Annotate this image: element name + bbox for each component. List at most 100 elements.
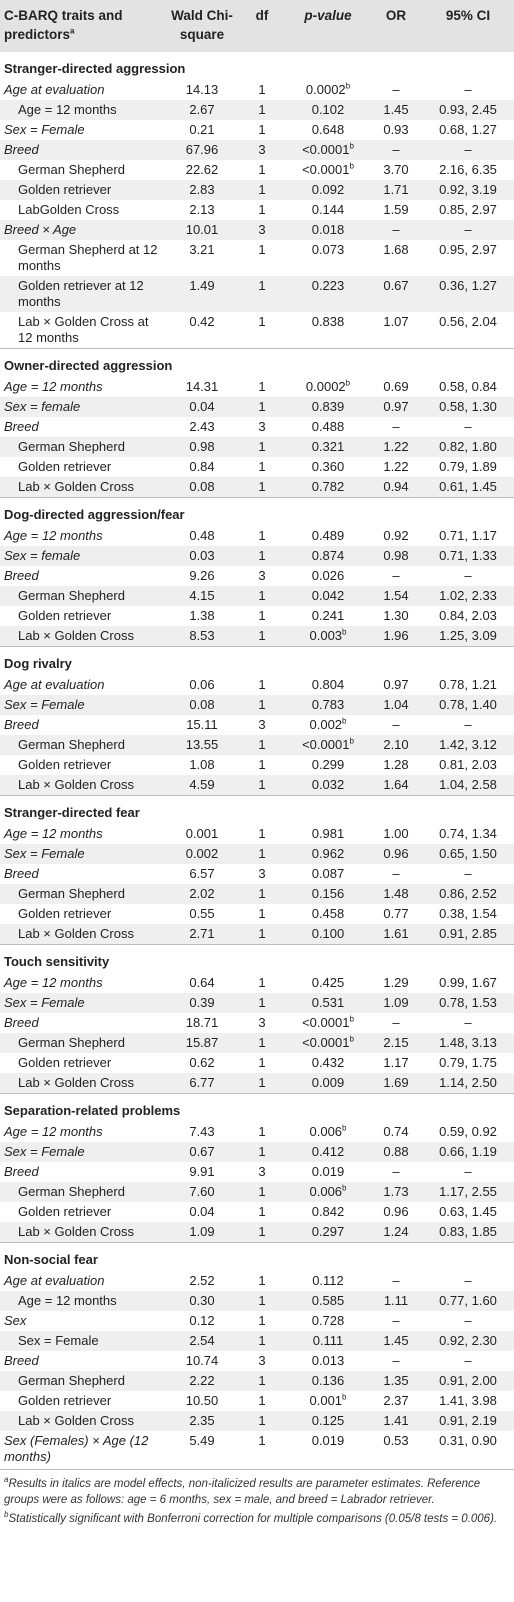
trait-heading-row: Touch sensitivity bbox=[0, 944, 514, 973]
predictor-label: Sex = Female bbox=[18, 1333, 99, 1348]
df-cell: 3 bbox=[258, 866, 266, 881]
df-cell: 1 bbox=[258, 1433, 266, 1448]
table-row: Lab × Golden Cross 4.59 1 0.032 1.64 1.04, 2.… bbox=[0, 775, 514, 796]
table-row: Breed 15.11 3 0.002b – – bbox=[0, 715, 514, 735]
significance-marker: b bbox=[349, 1014, 354, 1024]
p-value-cell: 0.136 bbox=[286, 1371, 370, 1391]
trait-heading: Owner-directed aggression bbox=[0, 348, 514, 377]
table-row: Golden retriever 1.08 1 0.299 1.28 0.81, 2.03 bbox=[0, 755, 514, 775]
odds-ratio-cell: 0.67 bbox=[383, 278, 409, 293]
ci-cell: 0.58, 1.30 bbox=[439, 399, 497, 414]
predictor-label: German Shepherd bbox=[18, 439, 125, 454]
df-cell: 1 bbox=[258, 757, 266, 772]
ci-cell: 1.14, 2.50 bbox=[439, 1075, 497, 1090]
ci-cell: 0.79, 1.75 bbox=[439, 1055, 497, 1070]
wald-chi-square-cell: 0.30 bbox=[189, 1293, 215, 1308]
predictor-label: German Shepherd bbox=[18, 1035, 125, 1050]
table-row: Golden retriever 2.83 1 0.092 1.71 0.92, 3.19 bbox=[0, 180, 514, 200]
header-p-value: p-value bbox=[304, 8, 352, 23]
df-cell: 1 bbox=[258, 846, 266, 861]
table-row: Breed 18.71 3 <0.0001b – – bbox=[0, 1013, 514, 1033]
p-value-cell: 0.804 bbox=[286, 675, 370, 695]
odds-ratio-cell: – bbox=[392, 82, 400, 97]
table-row: Lab × Golden Cross 1.09 1 0.297 1.24 0.83, 1.… bbox=[0, 1222, 514, 1243]
table-row: German Shepherd 4.15 1 0.042 1.54 1.02, 2.33 bbox=[0, 586, 514, 606]
significance-marker: b bbox=[349, 1034, 354, 1044]
wald-chi-square-cell: 2.43 bbox=[189, 419, 215, 434]
df-cell: 3 bbox=[258, 419, 266, 434]
ci-cell: – bbox=[464, 717, 472, 732]
ci-cell: 0.74, 1.34 bbox=[439, 826, 497, 841]
wald-chi-square-cell: 2.71 bbox=[189, 926, 215, 941]
predictor-label: Age = 12 months bbox=[18, 102, 117, 117]
df-cell: 1 bbox=[258, 588, 266, 603]
p-value-text: 0.009 bbox=[311, 1075, 345, 1090]
p-value-cell: 0.728 bbox=[286, 1311, 370, 1331]
trait-heading-row: Dog rivalry bbox=[0, 646, 514, 675]
table-row: Sex = female 0.04 1 0.839 0.97 0.58, 1.30 bbox=[0, 397, 514, 417]
odds-ratio-cell: – bbox=[392, 1015, 400, 1030]
table-row: Golden retriever 0.55 1 0.458 0.77 0.38, 1.54 bbox=[0, 904, 514, 924]
odds-ratio-cell: 1.54 bbox=[383, 588, 409, 603]
table-row: German Shepherd 22.62 1 <0.0001b 3.70 2.16, 6… bbox=[0, 160, 514, 180]
odds-ratio-cell: 0.53 bbox=[383, 1433, 409, 1448]
p-value-text: 0.002 bbox=[309, 717, 343, 732]
footnote-text: Statistically significant with Bonferron… bbox=[8, 1513, 498, 1525]
ci-cell: 1.17, 2.55 bbox=[439, 1184, 497, 1199]
ci-cell: 0.63, 1.45 bbox=[439, 1204, 497, 1219]
p-value-text: 0.223 bbox=[311, 278, 345, 293]
table-row: Sex = Female 0.39 1 0.531 1.09 0.78, 1.53 bbox=[0, 993, 514, 1013]
wald-chi-square-cell: 2.67 bbox=[189, 102, 215, 117]
predictor-label: Lab × Golden Cross bbox=[18, 1075, 134, 1090]
p-value-cell: 0.425 bbox=[286, 973, 370, 993]
p-value-text: 0.136 bbox=[311, 1373, 345, 1388]
p-value-text: 0.412 bbox=[311, 1144, 345, 1159]
p-value-text: 0.962 bbox=[311, 846, 345, 861]
predictor-label: Breed bbox=[4, 866, 39, 881]
ci-cell: – bbox=[464, 1313, 472, 1328]
odds-ratio-cell: 1.41 bbox=[383, 1413, 409, 1428]
table-row: Breed 2.43 3 0.488 – – bbox=[0, 417, 514, 437]
predictor-label: Age at evaluation bbox=[4, 82, 105, 97]
p-value-text: 0.299 bbox=[311, 757, 345, 772]
predictor-label: German Shepherd bbox=[18, 886, 125, 901]
predictor-label: Breed bbox=[4, 1353, 39, 1368]
predictor-label: Age = 12 months bbox=[4, 1124, 103, 1139]
p-value-cell: 0.002b bbox=[286, 715, 370, 735]
header-or: OR bbox=[385, 8, 407, 23]
df-cell: 3 bbox=[258, 1353, 266, 1368]
wald-chi-square-cell: 18.71 bbox=[185, 1015, 219, 1030]
predictor-label: Golden retriever bbox=[18, 757, 112, 772]
wald-chi-square-cell: 2.22 bbox=[189, 1373, 215, 1388]
df-cell: 1 bbox=[258, 1313, 266, 1328]
p-value-text: 0.531 bbox=[311, 995, 345, 1010]
odds-ratio-cell: 1.30 bbox=[383, 608, 409, 623]
p-value-text: <0.0001 bbox=[302, 162, 350, 177]
df-cell: 1 bbox=[258, 528, 266, 543]
predictor-label: Age = 12 months bbox=[18, 1293, 117, 1308]
ci-cell: 0.92, 2.30 bbox=[439, 1333, 497, 1348]
ci-cell: 0.79, 1.89 bbox=[439, 459, 497, 474]
df-cell: 1 bbox=[258, 162, 266, 177]
df-cell: 1 bbox=[258, 777, 266, 792]
table-row: German Shepherd 2.22 1 0.136 1.35 0.91, 2.00 bbox=[0, 1371, 514, 1391]
table-row: Age = 12 months 0.30 1 0.585 1.11 0.77, 1.60 bbox=[0, 1291, 514, 1311]
odds-ratio-cell: 1.35 bbox=[383, 1373, 409, 1388]
ci-cell: 0.71, 1.17 bbox=[439, 528, 497, 543]
p-value-cell: 0.223 bbox=[286, 276, 370, 312]
trait-heading: Dog rivalry bbox=[0, 646, 514, 675]
table-row: Lab × Golden Cross 2.71 1 0.100 1.61 0.91, 2.… bbox=[0, 924, 514, 945]
odds-ratio-cell: 0.92 bbox=[383, 528, 409, 543]
header-95-ci: 95% CI bbox=[445, 8, 491, 23]
table-row: Lab × Golden Cross 2.35 1 0.125 1.41 0.91, 2.… bbox=[0, 1411, 514, 1431]
df-cell: 1 bbox=[258, 1333, 266, 1348]
odds-ratio-cell: 1.71 bbox=[383, 182, 409, 197]
table-row: Breed 6.57 3 0.087 – – bbox=[0, 864, 514, 884]
ci-cell: 0.61, 1.45 bbox=[439, 479, 497, 494]
table-row: German Shepherd 2.02 1 0.156 1.48 0.86, 2.52 bbox=[0, 884, 514, 904]
trait-heading-row: Stranger-directed aggression bbox=[0, 52, 514, 80]
df-cell: 3 bbox=[258, 1164, 266, 1179]
odds-ratio-cell: 2.10 bbox=[383, 737, 409, 752]
ci-cell: – bbox=[464, 142, 472, 157]
predictor-label: Golden retriever bbox=[18, 1393, 112, 1408]
